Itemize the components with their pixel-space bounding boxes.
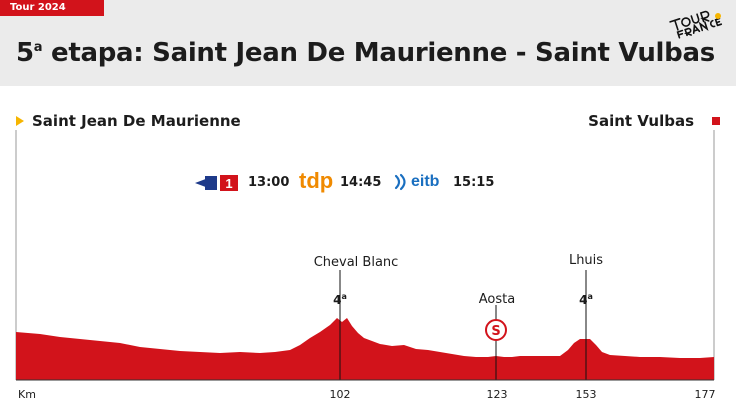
end-city: Saint Vulbas [588, 112, 694, 130]
svg-text:1: 1 [225, 176, 232, 191]
header [0, 0, 736, 86]
km-unit-label: Km [18, 388, 36, 401]
eitb-wave-icon [394, 173, 406, 191]
km-tick: 102 [329, 388, 351, 401]
cheval-blanc-category: 4a [333, 292, 347, 307]
la1-time: 13:00 [248, 175, 290, 190]
start-city: Saint Jean De Maurienne [32, 112, 241, 130]
eitb-time: 15:15 [453, 175, 495, 190]
la1-logo: 1 [195, 175, 238, 191]
start-marker-icon [16, 116, 24, 126]
lhuis-category: 4a [579, 292, 593, 307]
sprint-letter: S [491, 324, 500, 339]
cheval-blanc-label: Cheval Blanc [313, 255, 399, 270]
elevation-area [16, 318, 714, 380]
tdp-time: 14:45 [340, 175, 382, 190]
tour-de-france-logo [669, 10, 723, 39]
finish-marker-icon [712, 117, 720, 125]
km-tick: 153 [575, 388, 597, 401]
tdp-logo: tdp [299, 168, 334, 193]
km-tick: 123 [486, 388, 508, 401]
sprint-icon [485, 319, 507, 341]
lhuis-label: Lhuis [568, 253, 604, 268]
aosta-label: Aosta [478, 292, 516, 307]
eitb-logo: eitb [411, 173, 440, 190]
tour-tag: Tour 2024 [0, 0, 104, 16]
km-tick: 177 [694, 388, 716, 401]
page-title: 5a etapa: Saint Jean De Maurienne - Sain… [16, 38, 715, 68]
